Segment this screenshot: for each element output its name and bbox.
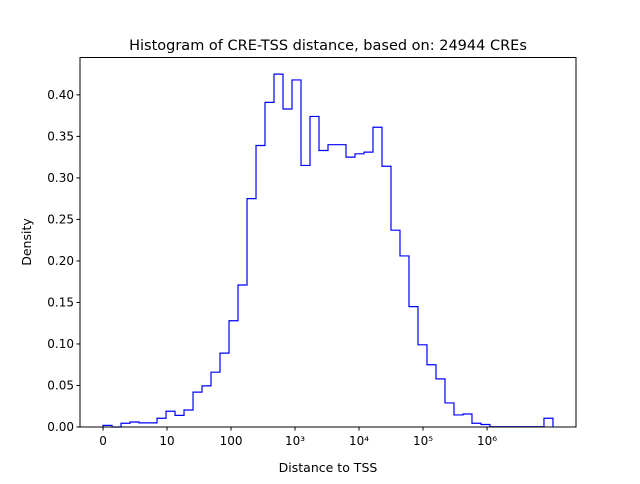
y-axis: 0.00 0.05 0.10 0.15 0.20 0.25 0.30 0.35 0.40 xyxy=(47,88,80,434)
y-tick-label: 0.30 xyxy=(47,171,74,185)
x-axis-label: Distance to TSS xyxy=(279,460,378,475)
y-tick-label: 0.10 xyxy=(47,337,74,351)
histogram-step-line xyxy=(102,73,554,428)
x-tick-label: 100 xyxy=(220,434,243,448)
x-axis: 0 10 100 10³ 10⁴ 10⁵ 10⁶ xyxy=(99,427,497,448)
y-tick-label: 0.05 xyxy=(47,378,74,392)
y-tick-label: 0.35 xyxy=(47,129,74,143)
x-tick-label: 10⁴ xyxy=(349,434,369,448)
chart-title: Histogram of CRE-TSS distance, based on:… xyxy=(129,38,527,54)
plot-frame xyxy=(79,57,577,428)
x-tick-label: 0 xyxy=(99,434,107,448)
x-tick-label: 10⁵ xyxy=(413,434,433,448)
y-tick-label: 0.15 xyxy=(47,295,74,309)
y-tick-label: 0.40 xyxy=(47,88,74,102)
y-tick-label: 0.25 xyxy=(47,212,74,226)
y-tick-label: 0.20 xyxy=(47,254,74,268)
y-axis-label: Density xyxy=(19,218,34,266)
x-tick-label: 10 xyxy=(159,434,174,448)
y-tick-label: 0.00 xyxy=(47,420,74,434)
x-tick-label: 10³ xyxy=(285,434,305,448)
x-tick-label: 10⁶ xyxy=(477,434,497,448)
